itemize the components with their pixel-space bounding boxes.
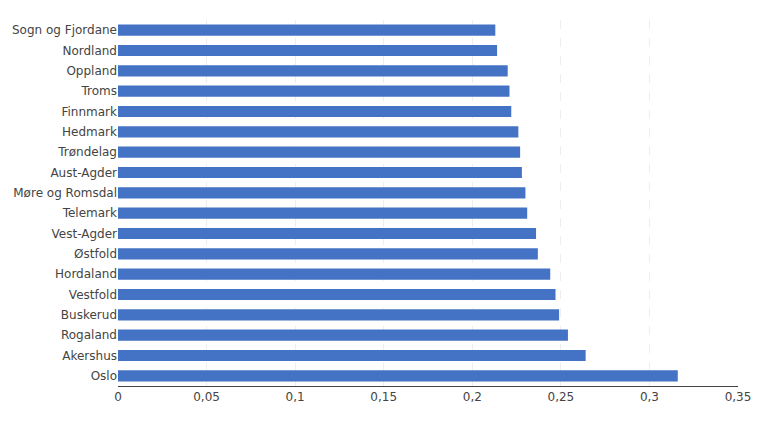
svg-text:Østfold: Østfold — [74, 247, 117, 261]
svg-text:0,05: 0,05 — [193, 390, 220, 404]
svg-text:0,25: 0,25 — [548, 390, 575, 404]
svg-text:Vestfold: Vestfold — [69, 288, 117, 302]
svg-text:Rogaland: Rogaland — [61, 328, 117, 342]
svg-text:Oppland: Oppland — [66, 64, 117, 78]
svg-text:Telemark: Telemark — [62, 206, 117, 220]
svg-text:Hordaland: Hordaland — [55, 267, 117, 281]
svg-text:Aust-Agder: Aust-Agder — [50, 166, 117, 180]
svg-text:Møre og Romsdal: Møre og Romsdal — [13, 186, 117, 200]
svg-text:0,3: 0,3 — [640, 390, 659, 404]
svg-text:0,15: 0,15 — [370, 390, 397, 404]
svg-text:Hedmark: Hedmark — [62, 125, 117, 139]
svg-text:Oslo: Oslo — [91, 369, 117, 383]
svg-text:Akershus: Akershus — [62, 349, 117, 363]
svg-text:0,1: 0,1 — [286, 390, 305, 404]
svg-text:Troms: Troms — [80, 84, 117, 98]
svg-text:Nordland: Nordland — [62, 44, 117, 58]
svg-text:0: 0 — [114, 390, 122, 404]
svg-text:Sogn og Fjordane: Sogn og Fjordane — [12, 23, 117, 37]
svg-text:0,2: 0,2 — [463, 390, 482, 404]
svg-text:Finnmark: Finnmark — [62, 105, 118, 119]
svg-text:0,35: 0,35 — [725, 390, 752, 404]
svg-text:Buskerud: Buskerud — [61, 308, 117, 322]
svg-text:Trøndelag: Trøndelag — [57, 145, 117, 159]
svg-text:Vest-Agder: Vest-Agder — [52, 227, 118, 241]
